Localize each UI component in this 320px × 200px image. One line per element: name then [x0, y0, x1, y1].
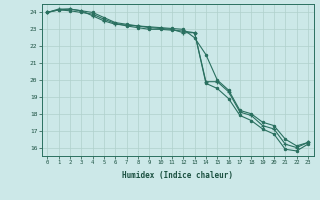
X-axis label: Humidex (Indice chaleur): Humidex (Indice chaleur): [122, 171, 233, 180]
